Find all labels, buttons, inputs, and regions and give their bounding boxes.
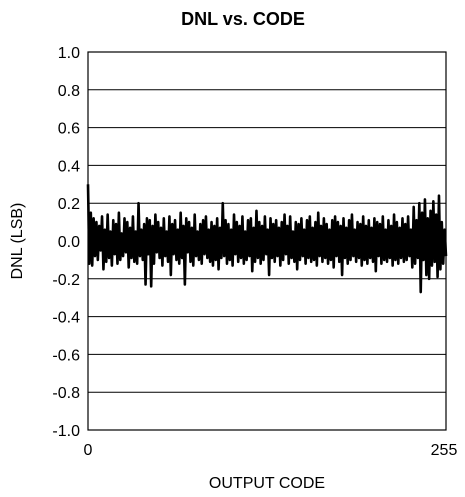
y-tick-label: -0.8 <box>52 385 80 402</box>
y-tick-label: 0.4 <box>58 158 80 175</box>
x-tick-label: 255 <box>431 442 458 459</box>
y-tick-label: 0.8 <box>58 83 80 100</box>
y-tick-label: 1.0 <box>58 45 80 62</box>
series-line-dnl <box>86 184 448 294</box>
y-tick-label: 0.2 <box>58 196 80 213</box>
y-tick-label: -0.4 <box>52 310 80 327</box>
y-tick-label: 0.0 <box>58 234 80 251</box>
y-tick-label: -1.0 <box>52 423 80 440</box>
series-group <box>86 184 448 294</box>
x-axis-label: OUTPUT CODE <box>209 475 325 492</box>
x-tick-label: 0 <box>84 442 93 459</box>
y-axis-label: DNL (LSB) <box>9 203 26 280</box>
y-tick-label: -0.2 <box>52 272 80 289</box>
chart-title: DNL vs. CODE <box>181 9 305 29</box>
y-tick-label: -0.6 <box>52 347 80 364</box>
y-tick-label: 0.6 <box>58 121 80 138</box>
y-axis-tick-labels: 1.0 0.8 0.6 0.4 0.2 0.0 -0.2 -0.4 -0.6 -0.8 -1.0 <box>52 45 80 440</box>
x-axis-tick-labels: 0 255 <box>84 442 458 459</box>
